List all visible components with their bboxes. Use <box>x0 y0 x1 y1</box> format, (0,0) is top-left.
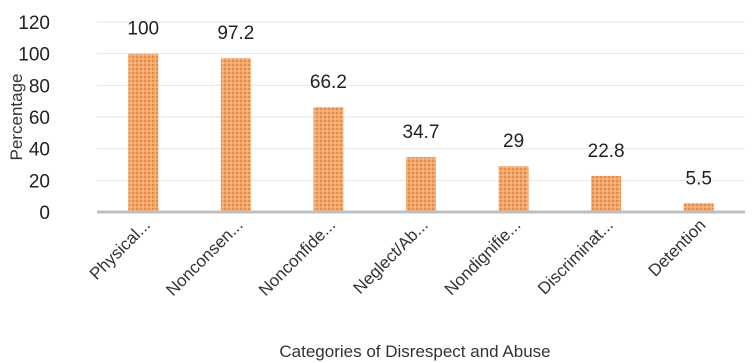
x-axis-categories: Physical... Nonconsen... Nonconfide... Negl… <box>86 215 710 299</box>
data-label: 34.7 <box>403 122 440 143</box>
value-labels: 100 97.2 66.2 34.7 29 22.8 5.5 <box>127 19 711 190</box>
y-tick-label: 40 <box>29 140 50 161</box>
x-category-label: Nondignifie... <box>441 215 525 299</box>
data-label: 22.8 <box>588 141 625 162</box>
x-axis-title: Categories of Disrespect and Abuse <box>279 342 550 361</box>
gridlines <box>97 21 745 181</box>
bar <box>220 58 251 212</box>
x-category-label: Detention <box>645 215 710 280</box>
bar <box>313 107 344 212</box>
y-tick-label: 120 <box>18 13 50 34</box>
bar <box>591 175 622 212</box>
bar <box>128 53 159 212</box>
x-category-label: Nonconfide... <box>255 215 339 299</box>
bar <box>683 203 714 212</box>
y-tick-label: 20 <box>29 171 50 192</box>
bars <box>128 53 714 212</box>
x-category-label: Neglect/Ab... <box>350 215 432 297</box>
data-label: 97.2 <box>217 23 254 44</box>
y-axis-title: Percentage <box>7 74 26 161</box>
x-category-label: Nonconsen... <box>162 215 246 299</box>
x-category-label: Discriminat... <box>534 215 617 298</box>
data-label: 66.2 <box>310 72 347 93</box>
data-label: 5.5 <box>686 168 712 189</box>
data-label: 29 <box>503 131 524 152</box>
y-tick-label: 80 <box>29 76 50 97</box>
y-tick-label: 100 <box>18 45 50 66</box>
bar <box>406 157 436 212</box>
y-axis-ticks: 0 20 40 60 80 100 120 <box>18 13 50 224</box>
y-tick-label: 0 <box>39 203 50 224</box>
bar <box>498 166 529 212</box>
x-category-label: Physical... <box>86 215 154 283</box>
data-label: 100 <box>127 19 159 40</box>
y-tick-label: 60 <box>29 108 50 129</box>
